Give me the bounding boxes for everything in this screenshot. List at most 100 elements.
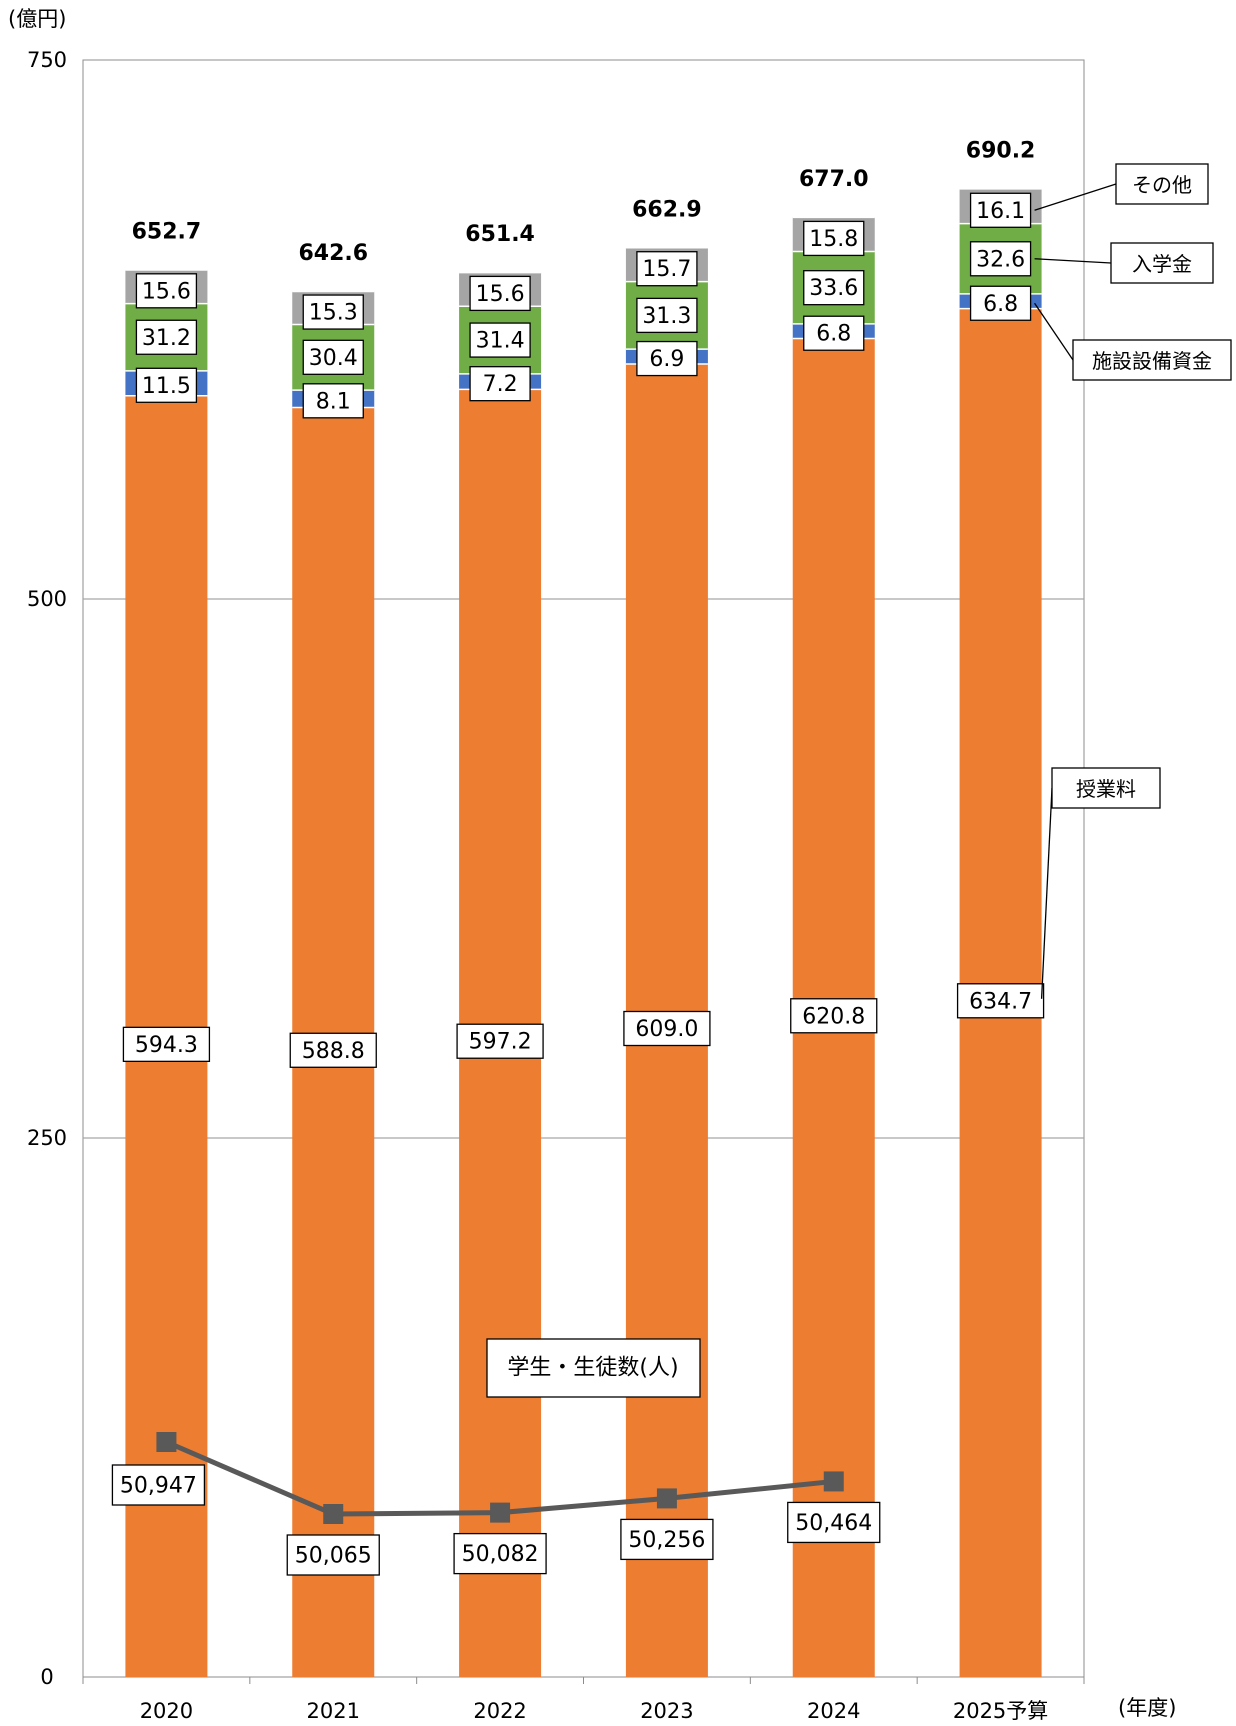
legend-leader-入学金 [1034,258,1112,264]
data-label-授業料-2023: 609.0 [635,1017,698,1042]
y-unit-label: (億円) [8,7,66,31]
legend-box-授業料 [1051,767,1161,809]
x-unit-label: (年度) [1118,1696,1176,1720]
x-tick-label-2021: 2021 [307,1699,360,1723]
data-label-入学金-2024: 33.6 [809,276,858,301]
x-tick-label-2022: 2022 [473,1699,526,1723]
legend-leader-その他 [1034,183,1117,211]
data-label-その他-2020-box [135,273,198,309]
data-label-授業料-2021-box [289,1032,377,1068]
plot-frame [82,59,1085,1678]
line-marker-2020 [156,1432,177,1452]
line-data-label-2021-box [286,1534,380,1576]
total-label-2022: 651.4 [465,222,535,247]
data-label-入学金-2022-box [469,322,531,358]
line-series-name: 学生・生徒数(人) [507,1356,678,1381]
data-label-授業料-2020-box [122,1026,211,1062]
data-label-入学金-2021-box [302,339,364,375]
total-label-2024: 677.0 [799,167,869,192]
x-tick-label-2025予算: 2025予算 [953,1699,1048,1723]
data-label-入学金-2023-box [636,297,698,334]
line-marker-2023 [656,1488,677,1509]
data-label-その他-2022: 15.6 [476,282,525,307]
data-label-授業料-2023-box [623,1010,711,1047]
data-label-施設設備資金-2020: 11.5 [142,374,191,399]
data-label-施設設備資金-2020-box [135,367,198,403]
bars-group [125,188,1042,1678]
total-label-2025予算: 690.2 [966,138,1036,163]
data-label-その他-2022-box [469,275,531,312]
line-marker-2024 [823,1471,844,1492]
data-label-授業料-2022: 597.2 [469,1030,532,1055]
x-tick-label-2024: 2024 [807,1699,860,1723]
data-label-施設設備資金-2022: 7.2 [483,372,518,397]
total-label-2020: 652.7 [132,219,202,244]
line-data-label-2024: 50,464 [795,1511,872,1536]
data-label-授業料-2020: 594.3 [135,1033,198,1058]
data-label-入学金-2022: 31.4 [476,329,525,354]
x-tick-label-2020: 2020 [140,1699,193,1723]
data-label-その他-2023: 15.7 [642,257,691,282]
data-label-授業料-2024: 620.8 [802,1004,865,1029]
legend-box-入学金 [1110,242,1214,284]
data-label-施設設備資金-2024-box [803,315,865,351]
legend-box-その他 [1115,163,1209,205]
legend-box-施設設備資金 [1072,339,1232,381]
legend-item-授業料: 授業料 [1076,777,1136,801]
total-label-2021: 642.6 [298,241,368,266]
data-label-施設設備資金-2021: 8.1 [316,389,351,414]
line-data-label-2023-box [620,1518,714,1561]
legend-item-入学金: 入学金 [1132,252,1192,276]
legend-item-その他: その他 [1132,173,1192,197]
line-data-label-2023: 50,256 [628,1528,705,1553]
data-label-その他-2020: 15.6 [142,279,191,304]
data-label-施設設備資金-2022-box [469,366,531,402]
data-label-その他-2025予算: 16.1 [976,199,1025,224]
data-label-入学金-2025予算: 32.6 [976,247,1025,272]
data-label-授業料-2022-box [456,1023,544,1059]
line-data-label-2020: 50,947 [120,1474,197,1499]
data-label-授業料-2021: 588.8 [302,1039,365,1064]
legend-item-施設設備資金: 施設設備資金 [1092,349,1212,373]
data-label-その他-2021-box [302,294,364,330]
data-label-入学金-2025予算-box [969,241,1032,277]
data-label-入学金-2024-box [803,270,865,306]
y-tick-label-0: 0 [40,1665,53,1689]
data-label-施設設備資金-2025予算: 6.8 [983,292,1018,317]
line-data-label-2024-box [787,1501,881,1544]
data-label-その他-2024-box [803,220,865,257]
line-series-group [156,1432,844,1524]
data-label-施設設備資金-2025予算-box [969,285,1032,321]
line-data-label-2022-box [453,1532,547,1575]
data-label-施設設備資金-2023: 6.9 [649,347,684,372]
y-tick-label-750: 750 [27,48,67,72]
x-tick-label-2023: 2023 [640,1699,693,1723]
data-label-入学金-2021: 30.4 [309,346,358,371]
line-marker-2022 [490,1502,511,1523]
data-label-その他-2021: 15.3 [309,301,358,326]
data-label-授業料-2024-box [790,998,878,1034]
y-tick-label-250: 250 [27,1126,67,1150]
data-label-その他-2024: 15.8 [809,227,858,252]
data-label-入学金-2020: 31.2 [142,326,191,351]
legend-leader-授業料 [1040,787,1053,999]
line-data-label-2022: 50,082 [462,1542,539,1567]
data-label-その他-2025予算-box [969,192,1032,228]
line-data-label-2021: 50,065 [295,1544,372,1569]
data-label-施設設備資金-2023-box [636,340,698,377]
data-label-施設設備資金-2024: 6.8 [816,322,851,347]
total-label-2023: 662.9 [632,197,702,222]
data-label-入学金-2023: 31.3 [642,304,691,329]
data-label-入学金-2020-box [135,319,198,355]
data-label-授業料-2025予算: 634.7 [969,989,1032,1014]
y-tick-label-500: 500 [27,587,67,611]
data-label-施設設備資金-2021-box [302,383,364,419]
data-label-授業料-2025予算-box [956,983,1045,1019]
line-series-name-box [486,1338,701,1398]
line-data-label-2020-box [111,1464,206,1506]
legend-leader-施設設備資金 [1034,302,1074,361]
labels-group: 594.3 11.5 31.2 15.6 652.7 588.8 8.1 30.4 15.3 64… [111,138,1232,1576]
gridlines: 0 250 500 750 2020 2021 2022 2023 2024 2025予算 [27,48,1085,1723]
line-marker-2021 [323,1504,344,1524]
